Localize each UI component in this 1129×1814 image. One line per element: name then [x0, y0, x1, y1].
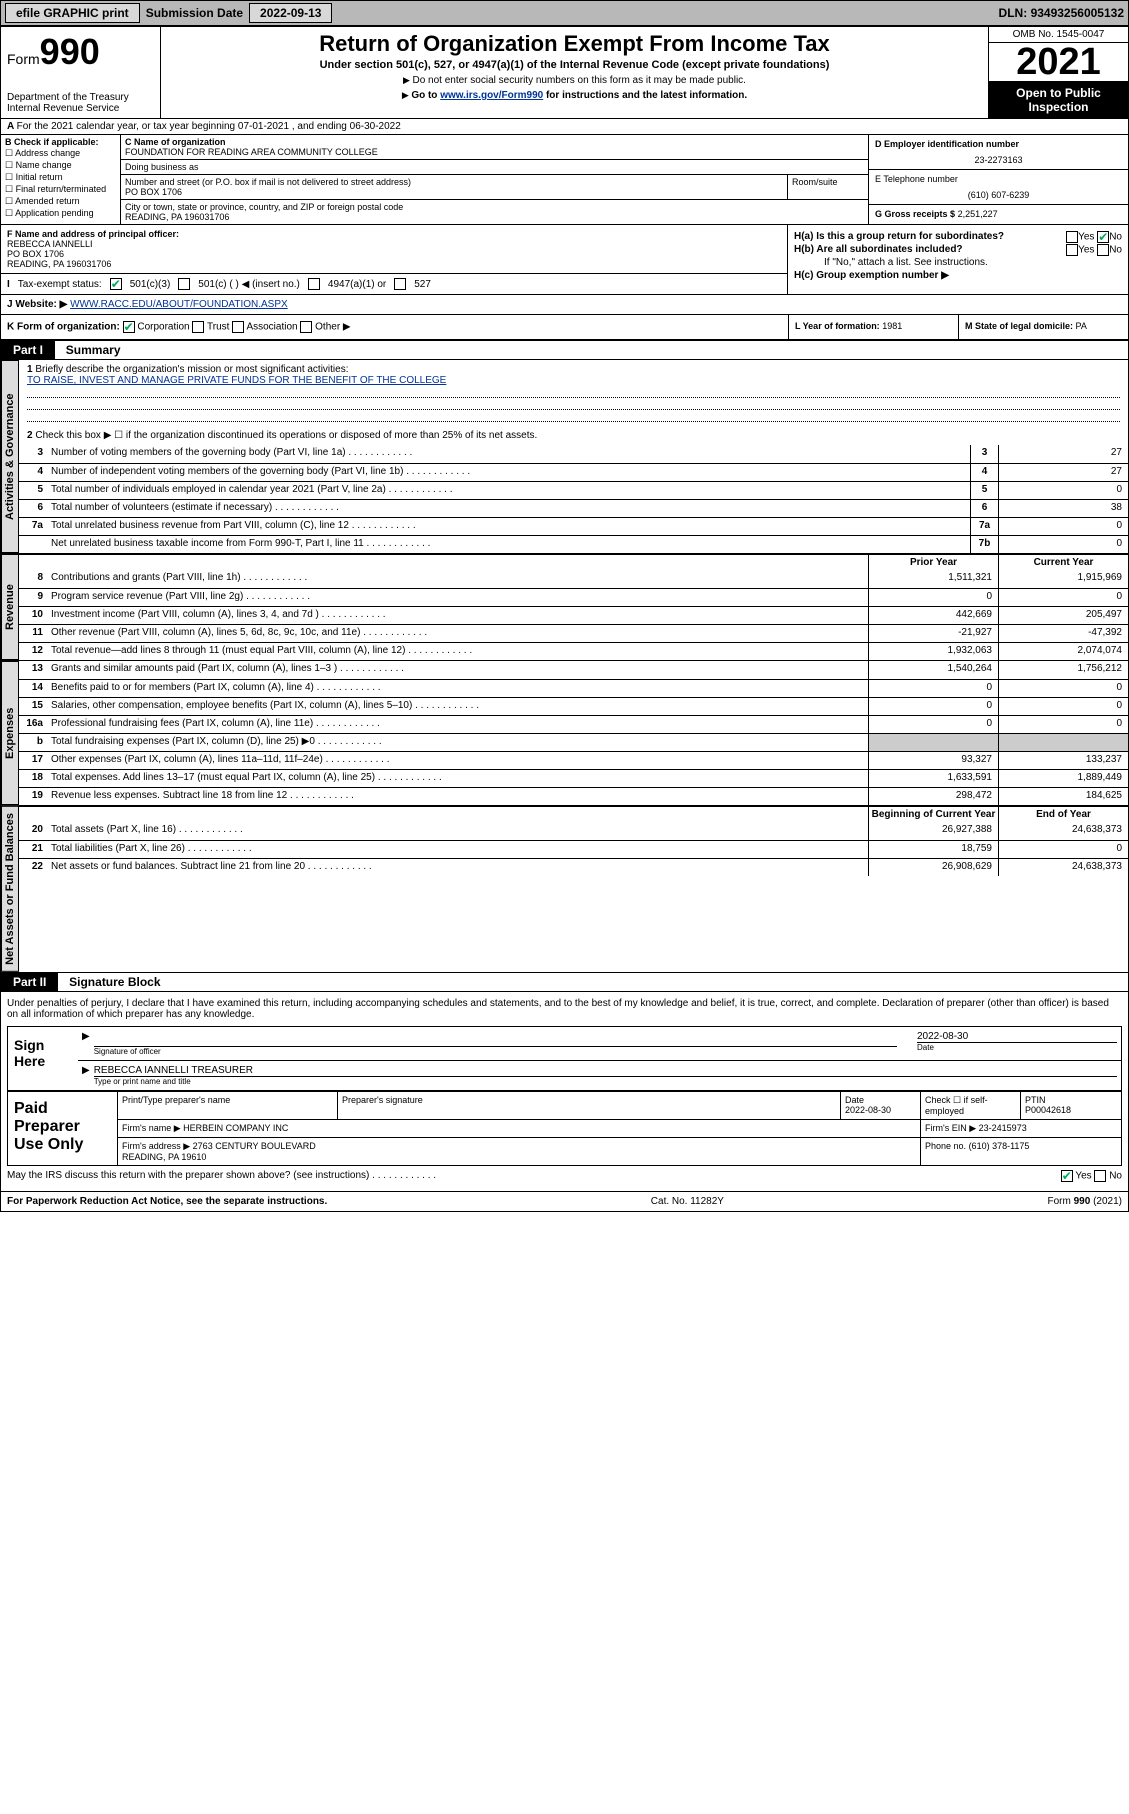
org-name: FOUNDATION FOR READING AREA COMMUNITY CO…: [125, 147, 864, 157]
chk-corp[interactable]: [123, 321, 135, 333]
page-footer: For Paperwork Reduction Act Notice, see …: [1, 1191, 1128, 1211]
tax-year: 2021: [989, 43, 1128, 82]
sig-arrow-icon: [82, 1065, 94, 1086]
box-j-website: J Website: ▶ WWW.RACC.EDU/ABOUT/FOUNDATI…: [1, 295, 1128, 315]
form-title: Return of Organization Exempt From Incom…: [169, 31, 980, 57]
chk-assoc[interactable]: [232, 321, 244, 333]
org-city: READING, PA 196031706: [125, 212, 403, 222]
chk-trust[interactable]: [192, 321, 204, 333]
box-i-tax-status: I Tax-exempt status: 501(c)(3) 501(c) ( …: [1, 274, 787, 294]
form-990: Form990 Department of the Treasury Inter…: [0, 26, 1129, 1212]
discuss-row: May the IRS discuss this return with the…: [7, 1166, 1122, 1185]
part-2-header: Part II Signature Block: [1, 973, 1128, 992]
dept-treasury: Department of the Treasury Internal Reve…: [7, 92, 154, 114]
side-label-revenue: Revenue: [1, 554, 19, 660]
sign-here-label: Sign Here: [8, 1027, 78, 1090]
box-e-phone: E Telephone number (610) 607-6239: [869, 170, 1128, 205]
h-a-no[interactable]: [1097, 231, 1109, 243]
summary-line: 7aTotal unrelated business revenue from …: [19, 517, 1128, 535]
summary-line: 13Grants and similar amounts paid (Part …: [19, 661, 1128, 679]
section-revenue: Revenue Prior YearCurrent Year 8Contribu…: [1, 554, 1128, 661]
box-m-state: M State of legal domicile: PA: [958, 315, 1128, 339]
summary-line: 20Total assets (Part X, line 16)26,927,3…: [19, 822, 1128, 840]
section-governance: Activities & Governance 1 Briefly descri…: [1, 360, 1128, 554]
chk-name-change[interactable]: Name change: [5, 160, 116, 171]
summary-line: 19Revenue less expenses. Subtract line 1…: [19, 787, 1128, 805]
summary-line: 14Benefits paid to or for members (Part …: [19, 679, 1128, 697]
chk-527[interactable]: [394, 278, 406, 290]
h-b-no[interactable]: [1097, 244, 1109, 256]
summary-line: 16aProfessional fundraising fees (Part I…: [19, 715, 1128, 733]
h-b-yes[interactable]: [1066, 244, 1078, 256]
summary-line: 18Total expenses. Add lines 13–17 (must …: [19, 769, 1128, 787]
summary-line: 22Net assets or fund balances. Subtract …: [19, 858, 1128, 876]
chk-other[interactable]: [300, 321, 312, 333]
form-header: Form990 Department of the Treasury Inter…: [1, 27, 1128, 119]
section-b-c-d: B Check if applicable: Address change Na…: [1, 135, 1128, 225]
chk-address-change[interactable]: Address change: [5, 148, 116, 159]
summary-line: 9Program service revenue (Part VIII, lin…: [19, 588, 1128, 606]
submission-date-label: Submission Date: [146, 6, 243, 20]
org-address: PO BOX 1706: [125, 187, 783, 197]
line-1-mission: 1 Briefly describe the organization's mi…: [19, 360, 1128, 426]
box-l-year: L Year of formation: 1981: [788, 315, 958, 339]
summary-line: 11Other revenue (Part VIII, column (A), …: [19, 624, 1128, 642]
box-b: B Check if applicable: Address change Na…: [1, 135, 121, 224]
side-label-expenses: Expenses: [1, 661, 19, 805]
signature-block: Under penalties of perjury, I declare th…: [1, 992, 1128, 1191]
line-a-tax-year: A For the 2021 calendar year, or tax yea…: [1, 119, 1128, 135]
efile-print-button[interactable]: efile GRAPHIC print: [5, 3, 140, 23]
discuss-no[interactable]: [1094, 1170, 1106, 1182]
summary-line: 3Number of voting members of the governi…: [19, 445, 1128, 463]
chk-501c3[interactable]: [110, 278, 122, 290]
form-subtitle: Under section 501(c), 527, or 4947(a)(1)…: [169, 59, 980, 71]
submission-date-value: 2022-09-13: [249, 3, 332, 23]
open-public-badge: Open to Public Inspection: [989, 82, 1128, 118]
summary-line: 8Contributions and grants (Part VIII, li…: [19, 570, 1128, 588]
section-expenses: Expenses 13Grants and similar amounts pa…: [1, 661, 1128, 806]
summary-line: 6Total number of volunteers (estimate if…: [19, 499, 1128, 517]
summary-line: 12Total revenue—add lines 8 through 11 (…: [19, 642, 1128, 660]
ssn-note: Do not enter social security numbers on …: [169, 75, 980, 86]
summary-line: 4Number of independent voting members of…: [19, 463, 1128, 481]
chk-final-return[interactable]: Final return/terminated: [5, 184, 116, 195]
summary-line: 21Total liabilities (Part X, line 26)18,…: [19, 840, 1128, 858]
summary-line: Net unrelated business taxable income fr…: [19, 535, 1128, 553]
chk-501c[interactable]: [178, 278, 190, 290]
box-f-officer: F Name and address of principal officer:…: [1, 225, 787, 274]
summary-line: 5Total number of individuals employed in…: [19, 481, 1128, 499]
box-g-receipts: G Gross receipts $ 2,251,227: [869, 205, 1128, 223]
dln: DLN: 93493256005132: [999, 6, 1124, 20]
box-h: H(a) Is this a group return for subordin…: [788, 225, 1128, 294]
summary-line: 17Other expenses (Part IX, column (A), l…: [19, 751, 1128, 769]
summary-line: bTotal fundraising expenses (Part IX, co…: [19, 733, 1128, 751]
chk-amended-return[interactable]: Amended return: [5, 196, 116, 207]
box-c: C Name of organization FOUNDATION FOR RE…: [121, 135, 868, 224]
chk-application-pending[interactable]: Application pending: [5, 208, 116, 219]
box-k-l-m: K Form of organization: Corporation Trus…: [1, 315, 1128, 341]
sig-arrow-icon: [82, 1031, 94, 1056]
topbar: efile GRAPHIC print Submission Date 2022…: [0, 0, 1129, 26]
box-d-ein: D Employer identification number 23-2273…: [869, 135, 1128, 170]
summary-line: 10Investment income (Part VIII, column (…: [19, 606, 1128, 624]
section-net-assets: Net Assets or Fund Balances Beginning of…: [1, 806, 1128, 973]
website-link[interactable]: WWW.RACC.EDU/ABOUT/FOUNDATION.ASPX: [70, 299, 288, 310]
chk-4947[interactable]: [308, 278, 320, 290]
part-1-header: Part I Summary: [1, 341, 1128, 360]
paid-preparer: Paid Preparer Use Only Print/Type prepar…: [7, 1091, 1122, 1166]
form-number: Form990: [7, 31, 154, 73]
h-a-yes[interactable]: [1066, 231, 1078, 243]
side-label-governance: Activities & Governance: [1, 360, 19, 553]
discuss-yes[interactable]: [1061, 1170, 1073, 1182]
side-label-net: Net Assets or Fund Balances: [1, 806, 19, 972]
line-2-discontinued: 2 Check this box ▶ ☐ if the organization…: [19, 426, 1128, 445]
goto-note: Go to www.irs.gov/Form990 for instructio…: [169, 90, 980, 101]
section-f-h: F Name and address of principal officer:…: [1, 225, 1128, 295]
irs-link[interactable]: www.irs.gov/Form990: [440, 90, 543, 101]
summary-line: 15Salaries, other compensation, employee…: [19, 697, 1128, 715]
chk-initial-return[interactable]: Initial return: [5, 172, 116, 183]
